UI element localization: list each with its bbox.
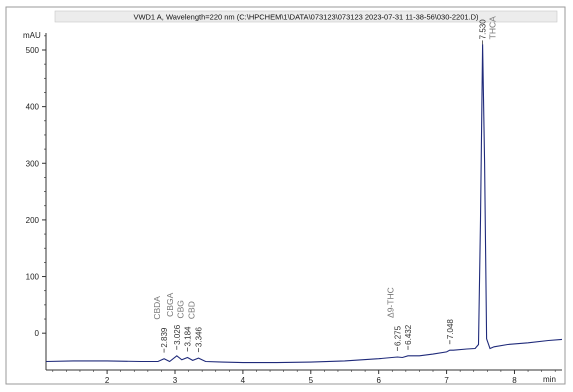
x-tick-label: 2 — [105, 376, 110, 385]
y-tick-label: 200 — [26, 216, 40, 225]
peak-retention-time: 7.530 — [479, 19, 488, 40]
y-axis-label: mAU — [23, 31, 41, 40]
chart-title: VWD1 A, Wavelength=220 nm (C:\HPCHEM\1\D… — [133, 13, 479, 22]
peak-retention-time: 2.839 — [160, 327, 169, 348]
y-tick-label: 0 — [35, 329, 40, 338]
x-tick-label: 3 — [173, 376, 178, 385]
x-tick-label: 7 — [444, 376, 449, 385]
peak-retention-time: 6.432 — [404, 324, 413, 345]
peak-compound-label: CBDA — [152, 296, 162, 320]
title-bar — [54, 10, 558, 23]
peak-compound-label: THCA — [488, 16, 498, 39]
peak-retention-time: 6.275 — [393, 325, 402, 346]
peak-compound-label: CBD — [186, 301, 196, 319]
peak-compound-label: CBG — [175, 300, 185, 318]
x-axis-ticks: 2 3 4 5 6 7 8 — [52, 370, 556, 385]
peak-retention-time: 3.184 — [183, 326, 192, 347]
peak-compound-label: CBGA — [165, 292, 175, 316]
chart-frame — [5, 6, 566, 385]
peak-compound-label: Δ9-THC — [385, 287, 395, 318]
peak-labels: 2.839 CBDA 3.026 CBGA 3.184 CBG 3.346 CBD 6.275 Δ… — [152, 16, 498, 353]
y-axis-ticks: 0 100 200 300 400 500 — [26, 35, 46, 338]
y-tick-label: 100 — [26, 273, 40, 282]
peak-retention-time: 3.346 — [194, 327, 203, 348]
x-tick-label: 6 — [376, 376, 381, 385]
chromatogram-trace — [45, 44, 563, 364]
x-tick-label: 4 — [241, 376, 246, 385]
x-tick-label: 5 — [309, 376, 314, 385]
y-tick-label: 300 — [26, 159, 40, 168]
x-axis-label: min — [543, 375, 556, 384]
y-tick-label: 500 — [26, 46, 40, 55]
y-tick-label: 400 — [26, 103, 40, 112]
peak-retention-time: 3.026 — [173, 324, 182, 345]
peak-retention-time: 7.048 — [446, 319, 455, 340]
x-tick-label: 8 — [512, 376, 517, 385]
